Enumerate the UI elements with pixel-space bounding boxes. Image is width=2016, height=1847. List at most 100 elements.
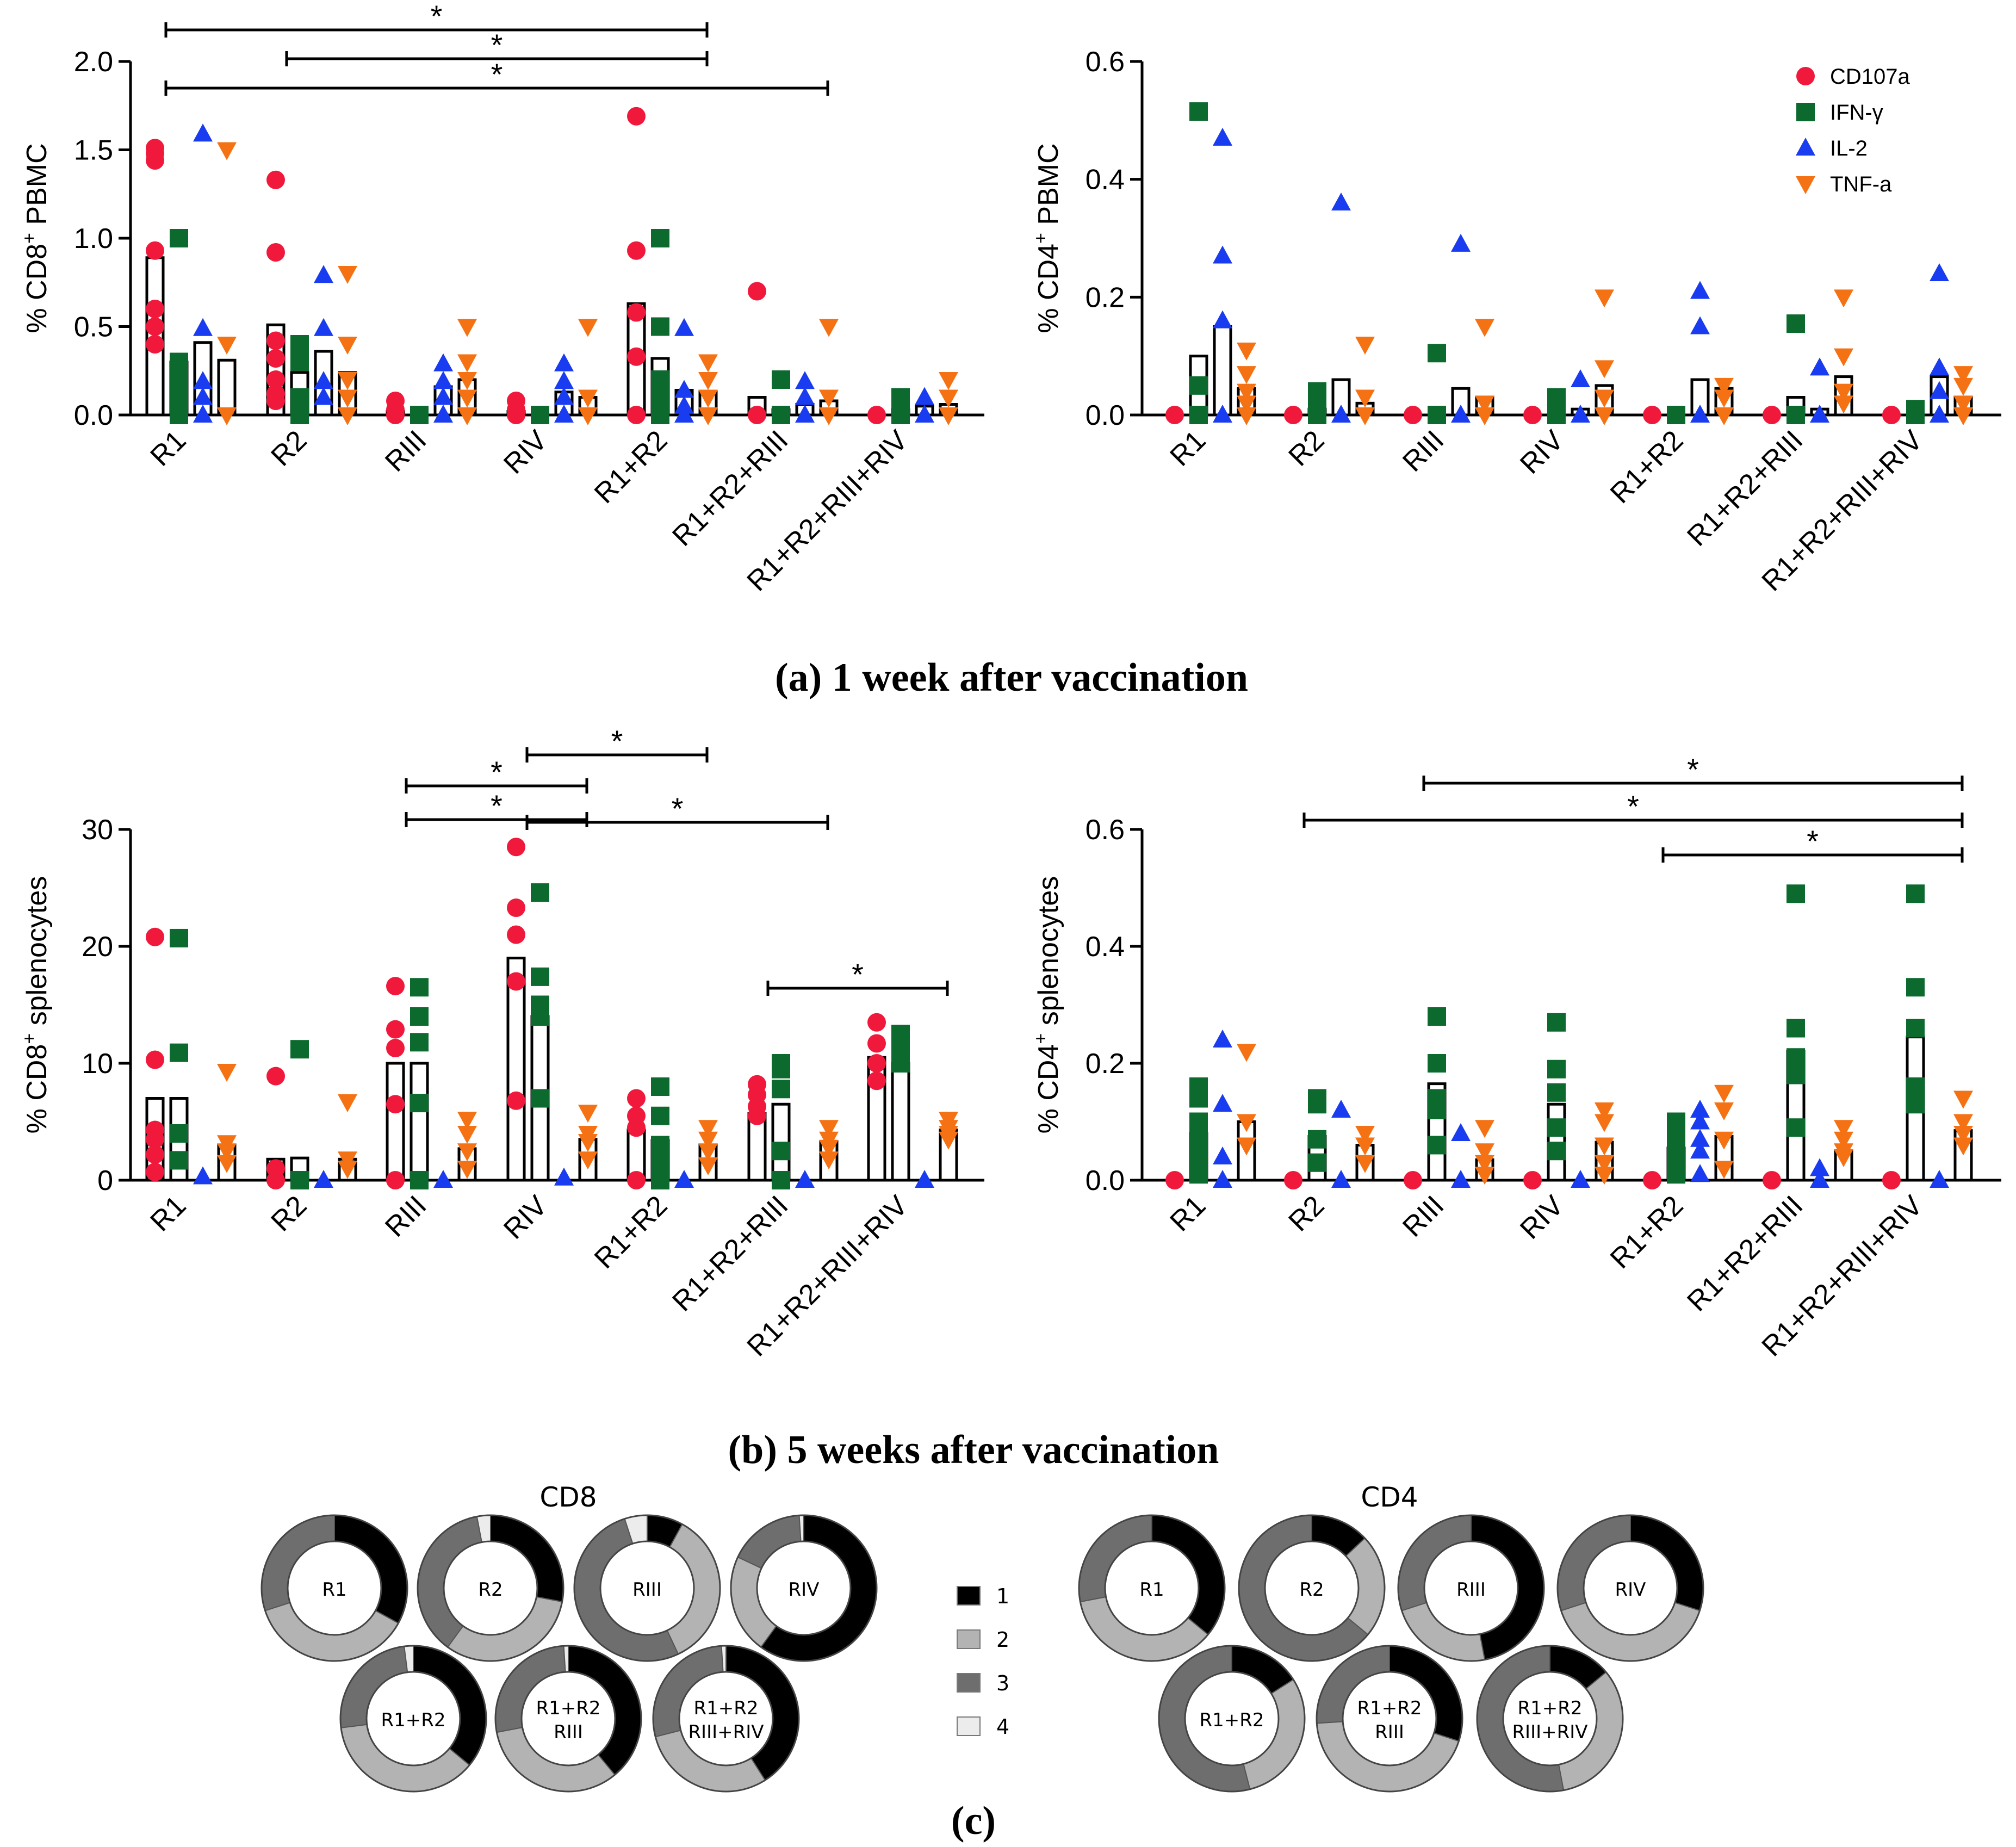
data-point [433, 371, 453, 389]
data-point [1690, 316, 1710, 334]
donut-hole [287, 1540, 382, 1636]
caption-b: (b) 5 weeks after vaccination [728, 1428, 1219, 1472]
data-point [314, 265, 333, 283]
bar [506, 957, 526, 1182]
data-point [915, 1170, 934, 1188]
y-tick-label: 0.6 [1085, 814, 1125, 846]
data-point [1213, 127, 1232, 146]
data-point [531, 883, 549, 902]
data-point [1787, 314, 1805, 333]
x-tick-label: RIII [379, 424, 432, 478]
data-point [939, 407, 958, 425]
donut-outline [1397, 1514, 1545, 1662]
data-point [1667, 406, 1685, 424]
data-point [674, 318, 694, 336]
data-point [651, 1077, 669, 1096]
data-point [578, 1134, 598, 1152]
data-point [819, 407, 839, 425]
data-point [627, 347, 646, 366]
data-point [1189, 1165, 1208, 1184]
data-point [939, 372, 958, 390]
donut-legend-swatch [957, 1716, 981, 1736]
data-point [578, 1151, 598, 1170]
data-point [217, 1155, 237, 1173]
data-point [170, 1124, 188, 1143]
data-point [772, 370, 790, 389]
x-tick-label: R2 [265, 1189, 313, 1237]
data-point [1189, 1112, 1208, 1131]
data-point [627, 406, 646, 424]
data-point [819, 1151, 839, 1170]
data-point [507, 1091, 525, 1110]
data-point [578, 407, 598, 425]
data-point [1428, 1101, 1446, 1119]
data-point [457, 1126, 477, 1144]
data-point [554, 1167, 574, 1186]
y-axis-label-rest: splenocytes [1033, 876, 1064, 1033]
data-point [410, 1094, 429, 1113]
data-point [1690, 1141, 1710, 1159]
significance-star: * [491, 57, 503, 91]
data-point [1690, 1129, 1710, 1147]
x-tick-label: RIV [498, 424, 554, 480]
donut-outline [260, 1514, 408, 1662]
y-axis-label: % CD8+ splenocytes [19, 876, 53, 1134]
data-point [1189, 1148, 1208, 1166]
data-point [1189, 1089, 1208, 1108]
x-tick-label: RIV [498, 1189, 554, 1245]
data-point [1834, 1149, 1853, 1167]
data-point [1428, 1007, 1446, 1026]
data-point [314, 387, 333, 405]
data-point [1355, 1155, 1375, 1173]
donut-outline [1158, 1645, 1306, 1793]
donut-label: RIII [1456, 1579, 1486, 1601]
y-tick-label: 1.5 [74, 135, 113, 166]
data-point [554, 371, 574, 389]
data-point [1810, 1170, 1829, 1188]
y-axis-label-sup: + [19, 1033, 40, 1044]
data-point [386, 1039, 405, 1058]
x-tick-label: R1+R2+RIII [666, 1189, 794, 1317]
data-point [939, 1131, 958, 1150]
data-point [651, 1153, 669, 1172]
data-point [1475, 319, 1494, 337]
data-point [457, 1161, 477, 1179]
x-tick-label: R1+R2+RIII [1681, 424, 1809, 552]
data-point [1428, 344, 1446, 363]
data-point [193, 371, 213, 389]
data-point [1213, 245, 1232, 264]
data-point [819, 1120, 839, 1138]
data-point [1906, 1095, 1925, 1114]
data-point [1810, 357, 1829, 376]
x-tick-label: RIII [1397, 424, 1450, 478]
data-point [554, 387, 574, 405]
y-tick-label: 20 [82, 931, 113, 963]
data-point [146, 151, 164, 170]
data-point [1763, 406, 1781, 424]
data-point [1355, 389, 1375, 408]
data-point [290, 388, 309, 407]
data-point [1667, 1118, 1685, 1137]
data-point [1475, 407, 1494, 425]
donut-outline [1556, 1514, 1704, 1662]
data-point [146, 1162, 164, 1181]
data-point [891, 1054, 910, 1073]
data-point [1787, 1048, 1805, 1067]
data-point [1690, 1100, 1710, 1118]
y-tick-label: 0.4 [1085, 164, 1125, 196]
data-point [578, 389, 598, 408]
data-point [1906, 978, 1925, 997]
data-point [1953, 1114, 1973, 1132]
donut-hole [443, 1540, 538, 1636]
data-point [1906, 406, 1925, 424]
donut-label: R1+R2 [381, 1709, 446, 1731]
legend-label: TNF-a [1830, 172, 1892, 196]
data-point [266, 349, 285, 368]
data-point [1284, 1171, 1302, 1189]
significance-star: * [1627, 789, 1639, 823]
data-point [1787, 1118, 1805, 1137]
data-point [554, 405, 574, 423]
data-point [698, 389, 718, 408]
significance-star: * [852, 957, 864, 991]
